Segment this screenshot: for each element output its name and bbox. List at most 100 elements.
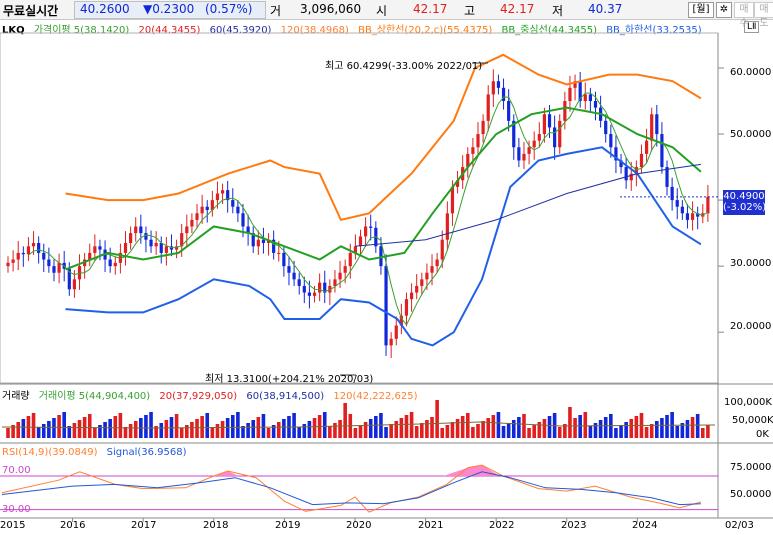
candle-body [614, 147, 618, 161]
volume-bar [557, 427, 562, 438]
current-price-box: 40.4900 (-3.02%) [723, 190, 766, 215]
candle-body [486, 94, 490, 121]
pane-tag[interactable]: LⅡ [744, 21, 760, 33]
candle-body [47, 259, 51, 267]
x-tick-2020: 2020 [346, 520, 372, 531]
volume-legend-ma20: 20(37,929,050) [159, 391, 238, 402]
volume-bar [200, 416, 204, 438]
candle-body [583, 94, 587, 102]
candle-body [37, 243, 41, 253]
volume-bar [271, 425, 276, 438]
y-tick-50: 50.0000 [730, 129, 772, 140]
candle-body [507, 101, 511, 121]
candle-body [226, 190, 230, 201]
volume-bar [236, 412, 240, 438]
volume-bar [506, 423, 511, 438]
candle-body [547, 114, 552, 128]
volume-bar [440, 428, 445, 438]
volume-bar [404, 415, 409, 438]
candle-body [358, 236, 363, 247]
x-tick-0203: 02/03 [725, 520, 754, 531]
volume-bar [57, 415, 61, 438]
volume-bar [695, 414, 700, 438]
buy-button[interactable]: 매수 [734, 2, 754, 29]
candle-body [639, 153, 644, 168]
candle-body [476, 134, 480, 148]
volume-bar [246, 423, 250, 438]
candle-body [292, 272, 296, 280]
candle-body [466, 153, 470, 168]
y-tick-60: 60.0000 [730, 67, 772, 78]
candle-body [164, 246, 168, 253]
candle-body [21, 252, 25, 255]
candle-body [108, 259, 112, 267]
y-tick-30: 30.0000 [730, 258, 772, 269]
volume-bar [297, 427, 301, 438]
candle-body [389, 338, 393, 346]
legend-ma20: 20(44.3455) [138, 25, 201, 36]
volume-legend-ma120: 120(42,222,625) [333, 391, 418, 402]
symbol-label: LKQ [2, 25, 25, 36]
volume-bar [190, 422, 194, 438]
candle-body [634, 167, 638, 174]
candle-body [241, 213, 245, 227]
volume-bar [532, 425, 536, 438]
candle-body [522, 153, 526, 161]
volume-bar [414, 426, 419, 438]
signal-line [1, 471, 701, 506]
volume-bar [67, 426, 72, 438]
candle-body [57, 262, 61, 273]
period-month-button[interactable]: [월] [688, 2, 714, 18]
volume-bar [527, 428, 531, 438]
volume-bar [154, 426, 158, 438]
candle-body [675, 200, 679, 207]
rsi-legend: RSI(14,9)(39.0849) Signal(36.9568) [2, 447, 193, 458]
candle-body [578, 81, 582, 102]
volume-bar [72, 423, 77, 438]
candle-body [379, 246, 383, 267]
legend-ma5: 가격이평 5(38.1420) [33, 25, 130, 36]
candle-body [558, 120, 562, 148]
candle-body [604, 120, 608, 135]
volume-bar [215, 424, 220, 438]
candle-body [134, 226, 138, 234]
volume-bar [47, 421, 51, 438]
volume-bar [665, 415, 669, 438]
candle-body [364, 226, 368, 237]
candle-body [210, 200, 214, 210]
candle-body [67, 268, 71, 290]
candle-body [323, 282, 327, 293]
volume-bar [384, 427, 388, 438]
candle-body [348, 252, 352, 267]
volume-bar [629, 419, 634, 438]
volume-bar [568, 407, 572, 438]
settings-gear-icon[interactable]: ✲ [716, 2, 732, 18]
volume-bar [62, 412, 66, 438]
volume-bar [261, 414, 266, 438]
candle-body [420, 279, 424, 286]
candle-body [650, 114, 654, 141]
volume-bar [179, 428, 184, 438]
x-tick-2023: 2023 [561, 520, 587, 531]
volume-bar [113, 416, 118, 438]
volume-bar [36, 427, 41, 438]
candle-body [553, 127, 557, 148]
volume-bar [501, 426, 506, 438]
sell-button[interactable]: 매도 [754, 2, 773, 29]
candle-body [445, 213, 449, 240]
candle-body [481, 120, 485, 135]
x-tick-2022: 2022 [489, 520, 515, 531]
volume-bar [522, 414, 526, 438]
candle-body [430, 266, 434, 273]
volume-bar [276, 422, 281, 438]
candle-body [450, 186, 455, 214]
candle-body [333, 279, 337, 286]
candle-body [496, 81, 501, 88]
candle-body [328, 285, 332, 293]
ma60-line [354, 163, 701, 247]
candle-body [98, 246, 102, 250]
high-annotation: 최고 60.4299(-33.00% 2022/01) [325, 61, 483, 72]
volume-bar [338, 420, 342, 438]
volume-bar [700, 428, 705, 438]
